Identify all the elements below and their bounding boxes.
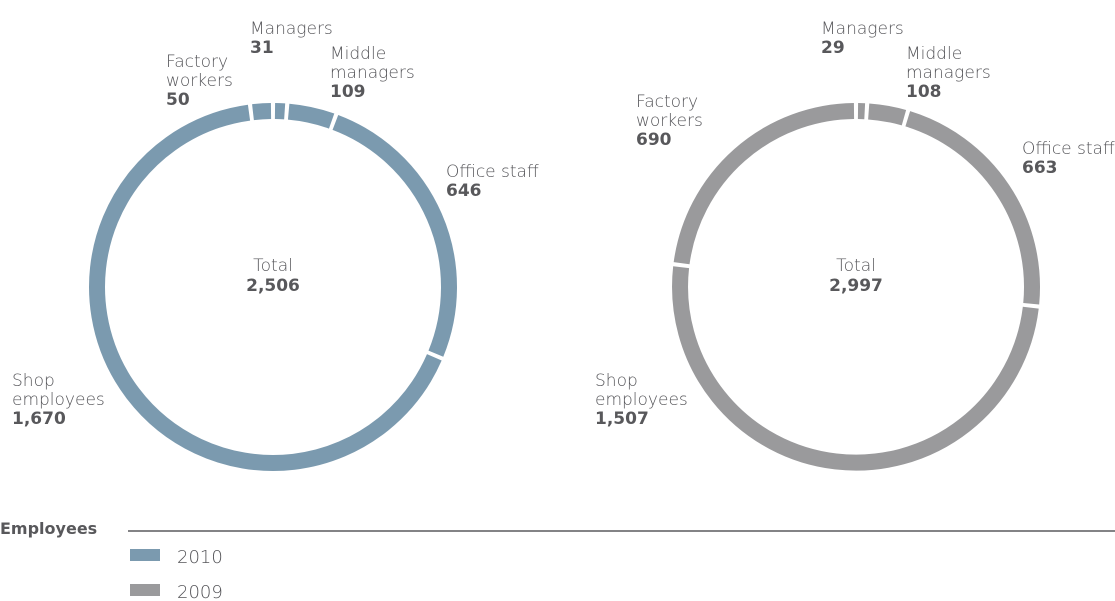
center-label: Total xyxy=(253,256,293,276)
slice-name-office-staff: Office staff xyxy=(1022,139,1115,159)
slice-name-managers: Managers xyxy=(821,19,904,39)
legend-swatch-2009 xyxy=(130,584,160,596)
legend-title: Employees xyxy=(0,519,97,538)
ring-segment-factory-workers xyxy=(673,103,855,265)
slice-name-shop-employees: Shop xyxy=(12,371,55,391)
ring-segment-middle-managers xyxy=(287,103,335,129)
legend: Employees 2010 2009 xyxy=(0,519,1115,601)
legend-label-2010: 2010 xyxy=(177,547,223,568)
slice-name-middle-managers: Middle xyxy=(330,44,386,64)
slice-value-shop-employees: 1,507 xyxy=(595,409,649,429)
legend-swatch-2010 xyxy=(130,549,160,561)
slice-name-shop-employees: employees xyxy=(12,390,105,410)
slice-value-office-staff: 646 xyxy=(446,181,482,201)
center-total: 2,506 xyxy=(246,276,300,296)
ring-segment-shop-employees xyxy=(89,104,442,471)
ring-segment-office-staff xyxy=(332,114,457,357)
center-label: Total xyxy=(836,256,876,276)
center-total: 2,997 xyxy=(829,276,883,296)
ring-segment-factory-workers xyxy=(252,103,272,121)
ring-segment-shop-employees xyxy=(672,266,1039,471)
slice-name-shop-employees: Shop xyxy=(595,371,638,391)
slice-value-shop-employees: 1,670 xyxy=(12,409,66,429)
slice-name-factory-workers: workers xyxy=(636,111,703,131)
slice-name-factory-workers: Factory xyxy=(636,92,698,112)
slice-name-middle-managers: Middle xyxy=(906,44,962,64)
legend-label-2009: 2009 xyxy=(177,582,223,601)
slice-name-factory-workers: workers xyxy=(166,71,233,91)
slice-value-office-staff: 663 xyxy=(1022,158,1058,178)
slice-value-middle-managers: 109 xyxy=(330,82,366,102)
slice-name-factory-workers: Factory xyxy=(166,52,228,72)
slice-name-office-staff: Office staff xyxy=(446,162,539,182)
slice-value-factory-workers: 690 xyxy=(636,130,672,150)
slice-value-middle-managers: 108 xyxy=(906,82,942,102)
ring-segment-office-staff xyxy=(905,111,1040,305)
slice-value-factory-workers: 50 xyxy=(166,90,190,110)
slice-value-managers: 29 xyxy=(821,38,845,58)
ring-segment-middle-managers xyxy=(867,103,907,126)
slice-name-middle-managers: managers xyxy=(330,63,415,83)
slice-name-middle-managers: managers xyxy=(906,63,991,83)
slice-value-managers: 31 xyxy=(250,38,274,58)
slice-name-managers: Managers xyxy=(250,19,333,39)
slice-name-shop-employees: employees xyxy=(595,390,688,410)
